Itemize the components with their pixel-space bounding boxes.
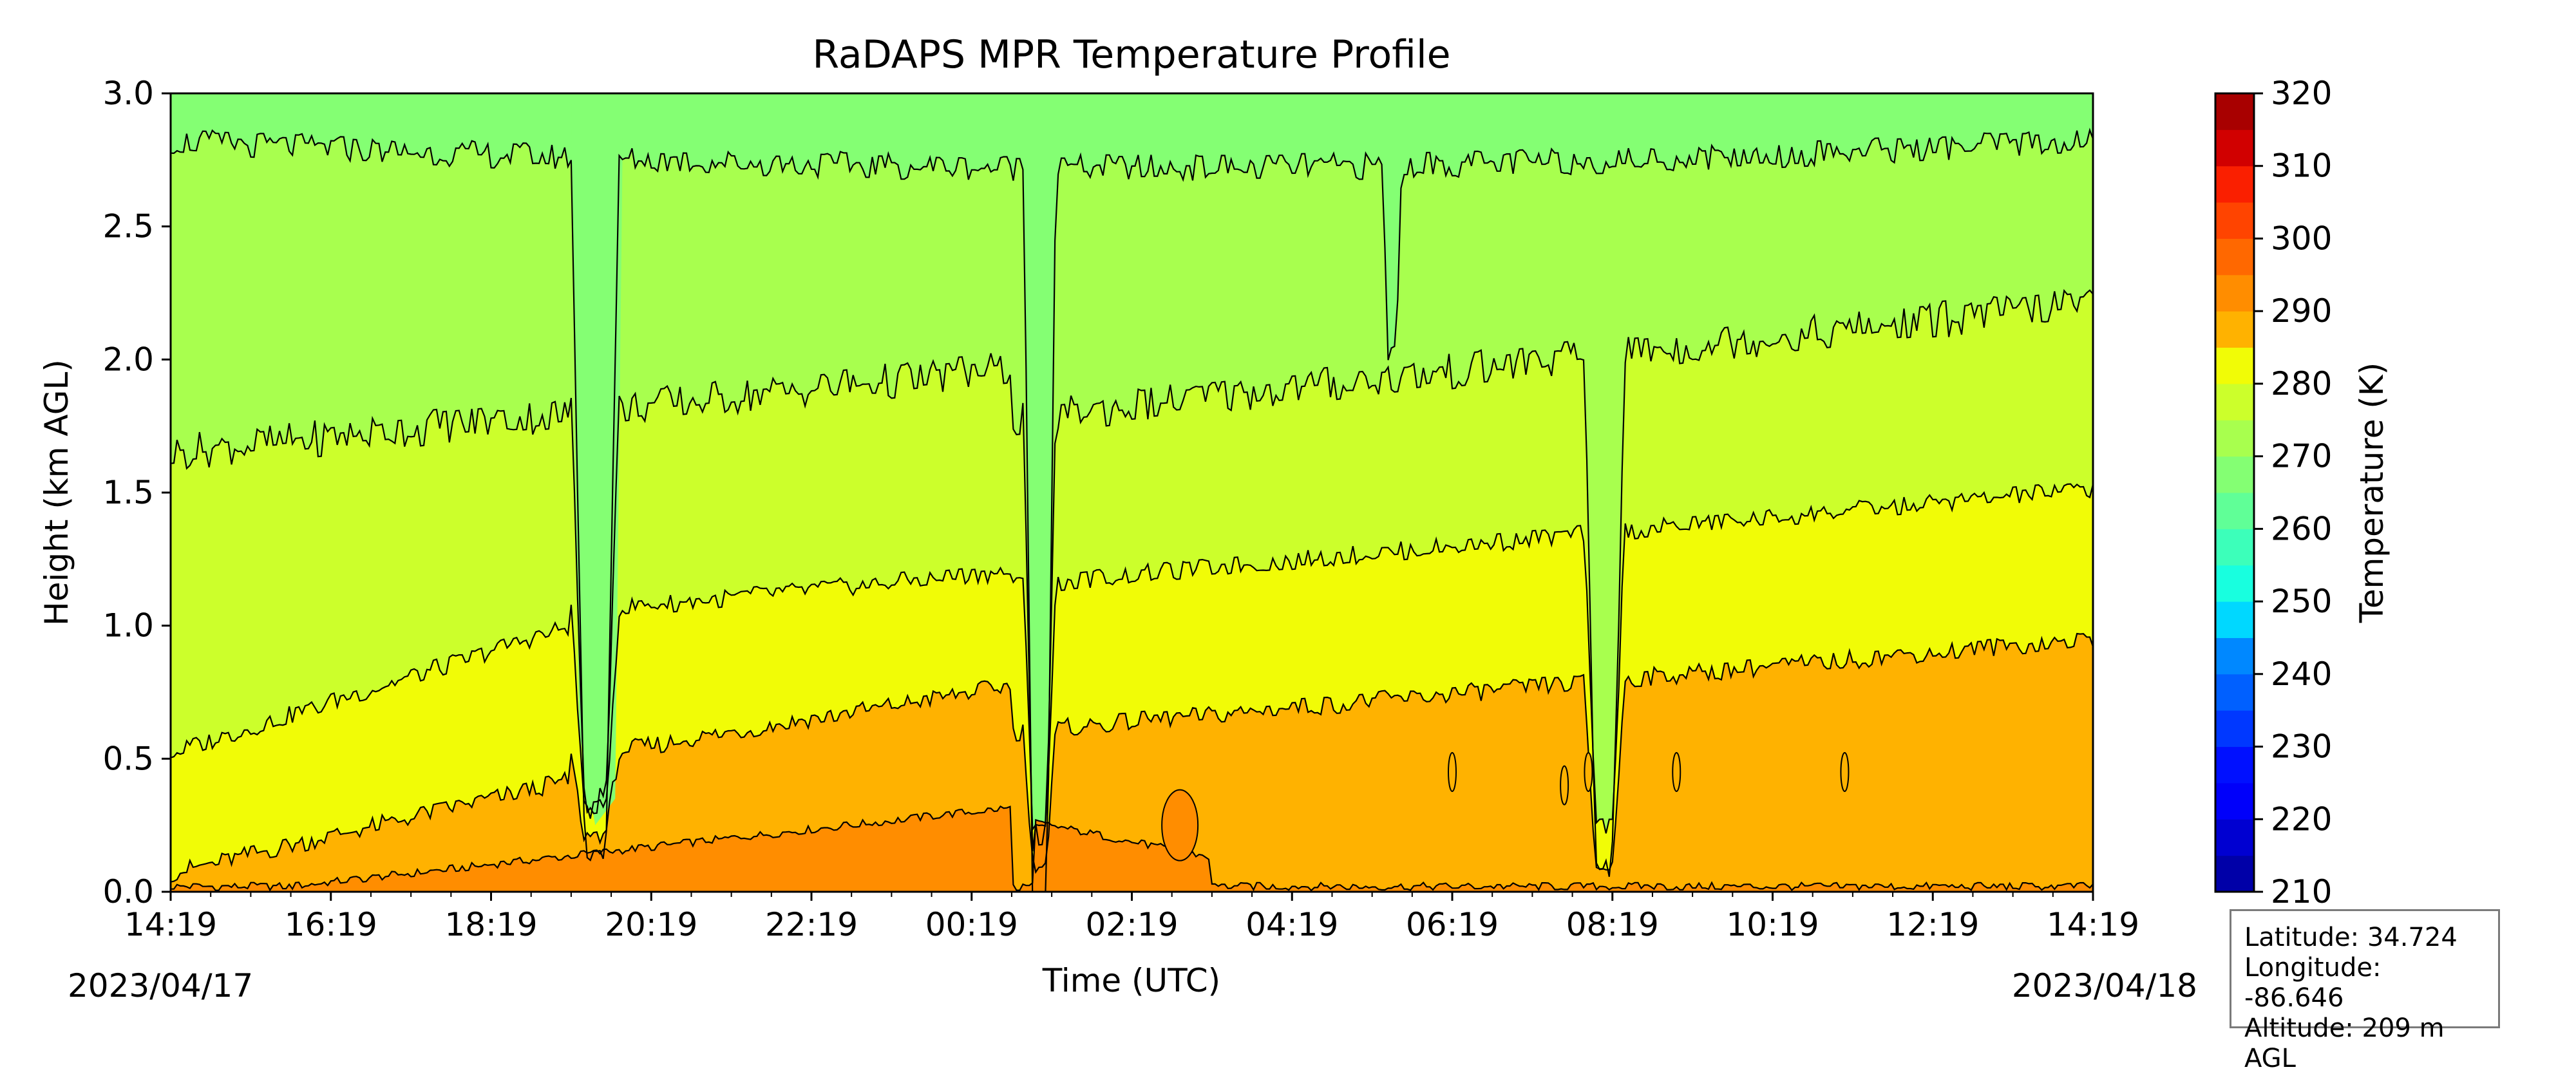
x-tick-label: 04:19 — [1245, 906, 1338, 943]
colorbar-segment — [2215, 274, 2254, 312]
x-tick-label: 08:19 — [1566, 906, 1659, 943]
contour-plot-area — [171, 93, 2093, 892]
x-tick-label: 14:19 — [2047, 906, 2139, 943]
contour-line-275 — [171, 288, 2093, 877]
colorbar-tick-label: 230 — [2271, 728, 2332, 766]
colorbar-segment — [2215, 565, 2254, 602]
y-tick-label: 0.5 — [102, 740, 154, 777]
station-info-box: Latitude: 34.724 Longitude: -86.646 Alti… — [2230, 909, 2500, 1073]
start-date-label: 2023/04/17 — [68, 967, 253, 1004]
colorbar-segment — [2215, 456, 2254, 493]
longitude-text: Longitude: -86.646 — [2244, 953, 2382, 1013]
colorbar-segment — [2215, 601, 2254, 638]
y-tick-label: 3.0 — [102, 75, 154, 112]
chart-title: RaDAPS MPR Temperature Profile — [812, 32, 1450, 77]
colorbar-tick-label: 210 — [2271, 873, 2332, 910]
x-tick-label: 18:19 — [444, 906, 537, 943]
colorbar-segment — [2215, 529, 2254, 566]
colorbar-segment — [2215, 637, 2254, 675]
colorbar-tick-label: 240 — [2271, 655, 2332, 693]
warm-pocket — [1161, 789, 1199, 862]
x-tick-label: 20:19 — [605, 906, 697, 943]
x-axis-label: Time (UTC) — [1042, 962, 1220, 999]
colorbar-segment — [2215, 710, 2254, 748]
x-tick-label: 16:19 — [285, 906, 377, 943]
colorbar-segment — [2215, 746, 2254, 784]
x-tick-label: 14:19 — [124, 906, 217, 943]
contour-band-290-295 — [171, 806, 2093, 892]
colorbar-segment — [2215, 311, 2254, 348]
y-tick-label: 0.0 — [102, 873, 154, 910]
colorbar-segment — [2215, 420, 2254, 457]
x-tick-label: 00:19 — [925, 906, 1018, 943]
colorbar-tick-label: 220 — [2271, 800, 2332, 838]
colorbar-segment — [2215, 855, 2254, 892]
colorbar-tick-label: 290 — [2271, 292, 2332, 330]
contour-loop-1 — [1448, 752, 1457, 792]
x-tick-label: 10:19 — [1726, 906, 1819, 943]
colorbar-tick-label: 280 — [2271, 365, 2332, 402]
colorbar-tick-label: 260 — [2271, 510, 2332, 547]
colorbar-tick-label: 300 — [2271, 220, 2332, 257]
chart-figure: RaDAPS MPR Temperature Profile 14:19 16:1… — [38, 32, 2391, 1004]
colorbar-tick-label: 270 — [2271, 438, 2332, 475]
colorbar-segment — [2215, 674, 2254, 711]
cold-intrusion-1 — [571, 93, 623, 825]
colorbar-segment — [2215, 347, 2254, 384]
colorbar-label: Temperature (K) — [2353, 363, 2391, 623]
y-tick-label: 1.5 — [102, 474, 154, 511]
contour-band-285-290 — [171, 634, 2093, 892]
y-axis: 0.0 0.5 1.0 1.5 2.0 2.5 3.0 — [102, 75, 171, 910]
contour-loop-3 — [1584, 752, 1593, 792]
end-date-label: 2023/04/18 — [2012, 967, 2197, 1004]
colorbar-segment — [2215, 493, 2254, 529]
colorbar-segment — [2215, 782, 2254, 820]
x-tick-label: 02:19 — [1085, 906, 1178, 943]
altitude-text: Altitude: 209 m AGL — [2244, 1013, 2445, 1073]
colorbar-tick-label: 250 — [2271, 583, 2332, 620]
colorbar-segment — [2215, 165, 2254, 203]
latitude-text: Latitude: 34.724 — [2244, 923, 2458, 952]
colorbar-tick-label: 320 — [2271, 75, 2332, 112]
contour-loop-2 — [1560, 765, 1569, 806]
x-tick-label: 06:19 — [1406, 906, 1499, 943]
y-tick-label: 2.5 — [102, 208, 154, 245]
colorbar-segment — [2215, 238, 2254, 276]
contour-line-270 — [171, 127, 2093, 892]
colorbar-frame — [2214, 92, 2255, 893]
colorbar-tick-label: 310 — [2271, 147, 2332, 185]
y-tick-label: 2.0 — [102, 341, 154, 378]
x-axis: 14:19 16:19 18:19 20:19 22:19 00:19 02:19 04:19… — [124, 892, 2139, 943]
x-tick-label: 22:19 — [765, 906, 858, 943]
colorbar: 210 220 230 240 250 260 270 280 290 300 310 320 — [2214, 75, 2332, 910]
contour-line-285 — [171, 632, 2093, 883]
colorbar-segment — [2215, 202, 2254, 239]
colorbar-segment — [2215, 383, 2254, 420]
colorbar-segment — [2215, 129, 2254, 167]
colorbar-segment — [2215, 93, 2254, 130]
contour-line-280 — [171, 483, 2093, 834]
contour-loop-4 — [1672, 752, 1681, 792]
y-tick-label: 1.0 — [102, 607, 154, 645]
colorbar-segment — [2215, 819, 2254, 856]
contour-loop-5 — [1840, 752, 1850, 792]
contour-line-290 — [171, 805, 2093, 892]
y-axis-label: Height (km AGL) — [38, 359, 75, 626]
x-tick-label: 12:19 — [1886, 906, 1979, 943]
